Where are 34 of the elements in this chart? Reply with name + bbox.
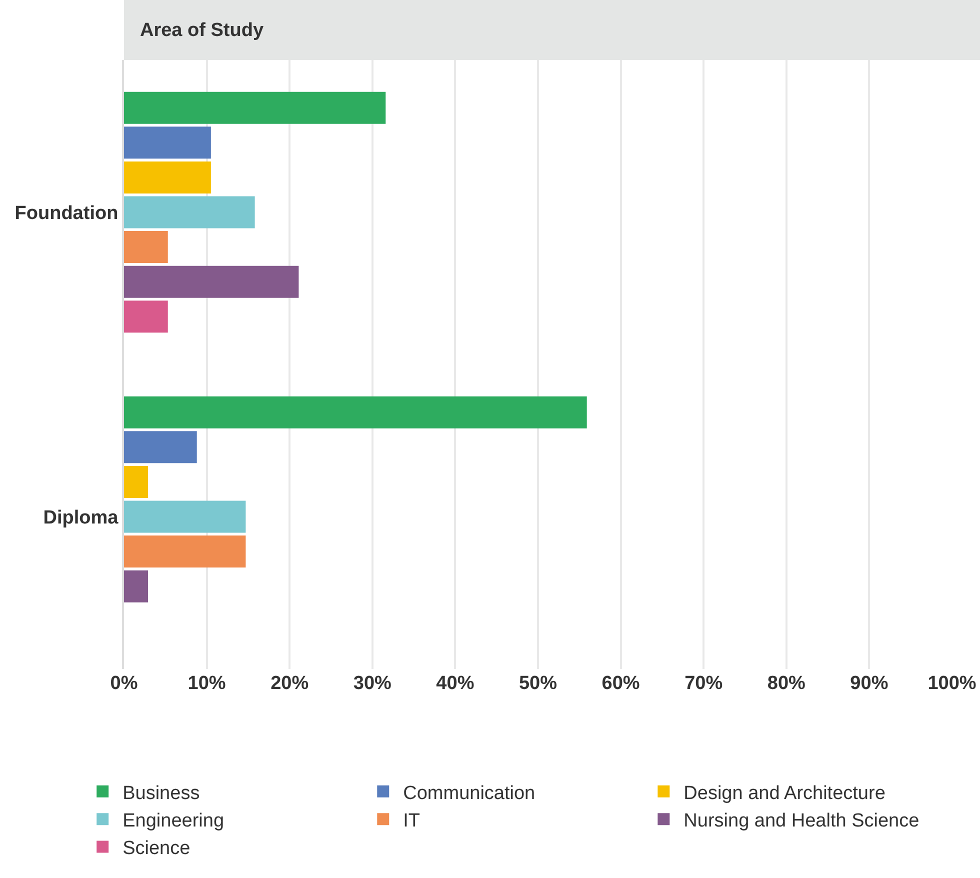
bar	[124, 500, 246, 533]
legend-label: Design and Architecture	[684, 782, 886, 804]
x-tick-label: 90%	[850, 673, 888, 694]
bar	[124, 570, 148, 602]
x-tick-label: 10%	[188, 673, 226, 694]
bar	[124, 396, 587, 428]
chart-title: Area of Study	[124, 0, 980, 60]
x-tick-label: 40%	[436, 673, 474, 694]
bar	[124, 92, 386, 124]
y-tick-label: Foundation	[14, 202, 118, 224]
x-tick-label: 100%	[928, 673, 976, 694]
bar	[124, 431, 197, 464]
bar	[124, 231, 168, 264]
bar	[124, 300, 168, 333]
legend-label: Engineering	[122, 810, 224, 832]
bar	[124, 266, 299, 298]
x-tick-label: 0%	[110, 673, 138, 694]
x-tick-label: 50%	[518, 673, 558, 694]
bar	[124, 466, 148, 498]
legend-label: Nursing and Health Science	[684, 810, 920, 832]
bar	[124, 126, 211, 159]
x-tick-label: 20%	[270, 673, 309, 694]
y-tick-label: Diploma	[43, 507, 119, 528]
x-tick-label: 60%	[602, 673, 640, 694]
legend-label: Communication	[403, 782, 536, 804]
x-tick-label: 30%	[353, 673, 392, 694]
legend-label: Business	[122, 782, 200, 804]
legend-label: Science	[122, 838, 190, 860]
bar	[124, 536, 246, 568]
bar	[124, 196, 255, 228]
legend-label: IT	[403, 810, 420, 832]
x-tick-label: 80%	[767, 673, 806, 694]
bar	[124, 161, 211, 194]
x-tick-label: 70%	[684, 673, 723, 694]
